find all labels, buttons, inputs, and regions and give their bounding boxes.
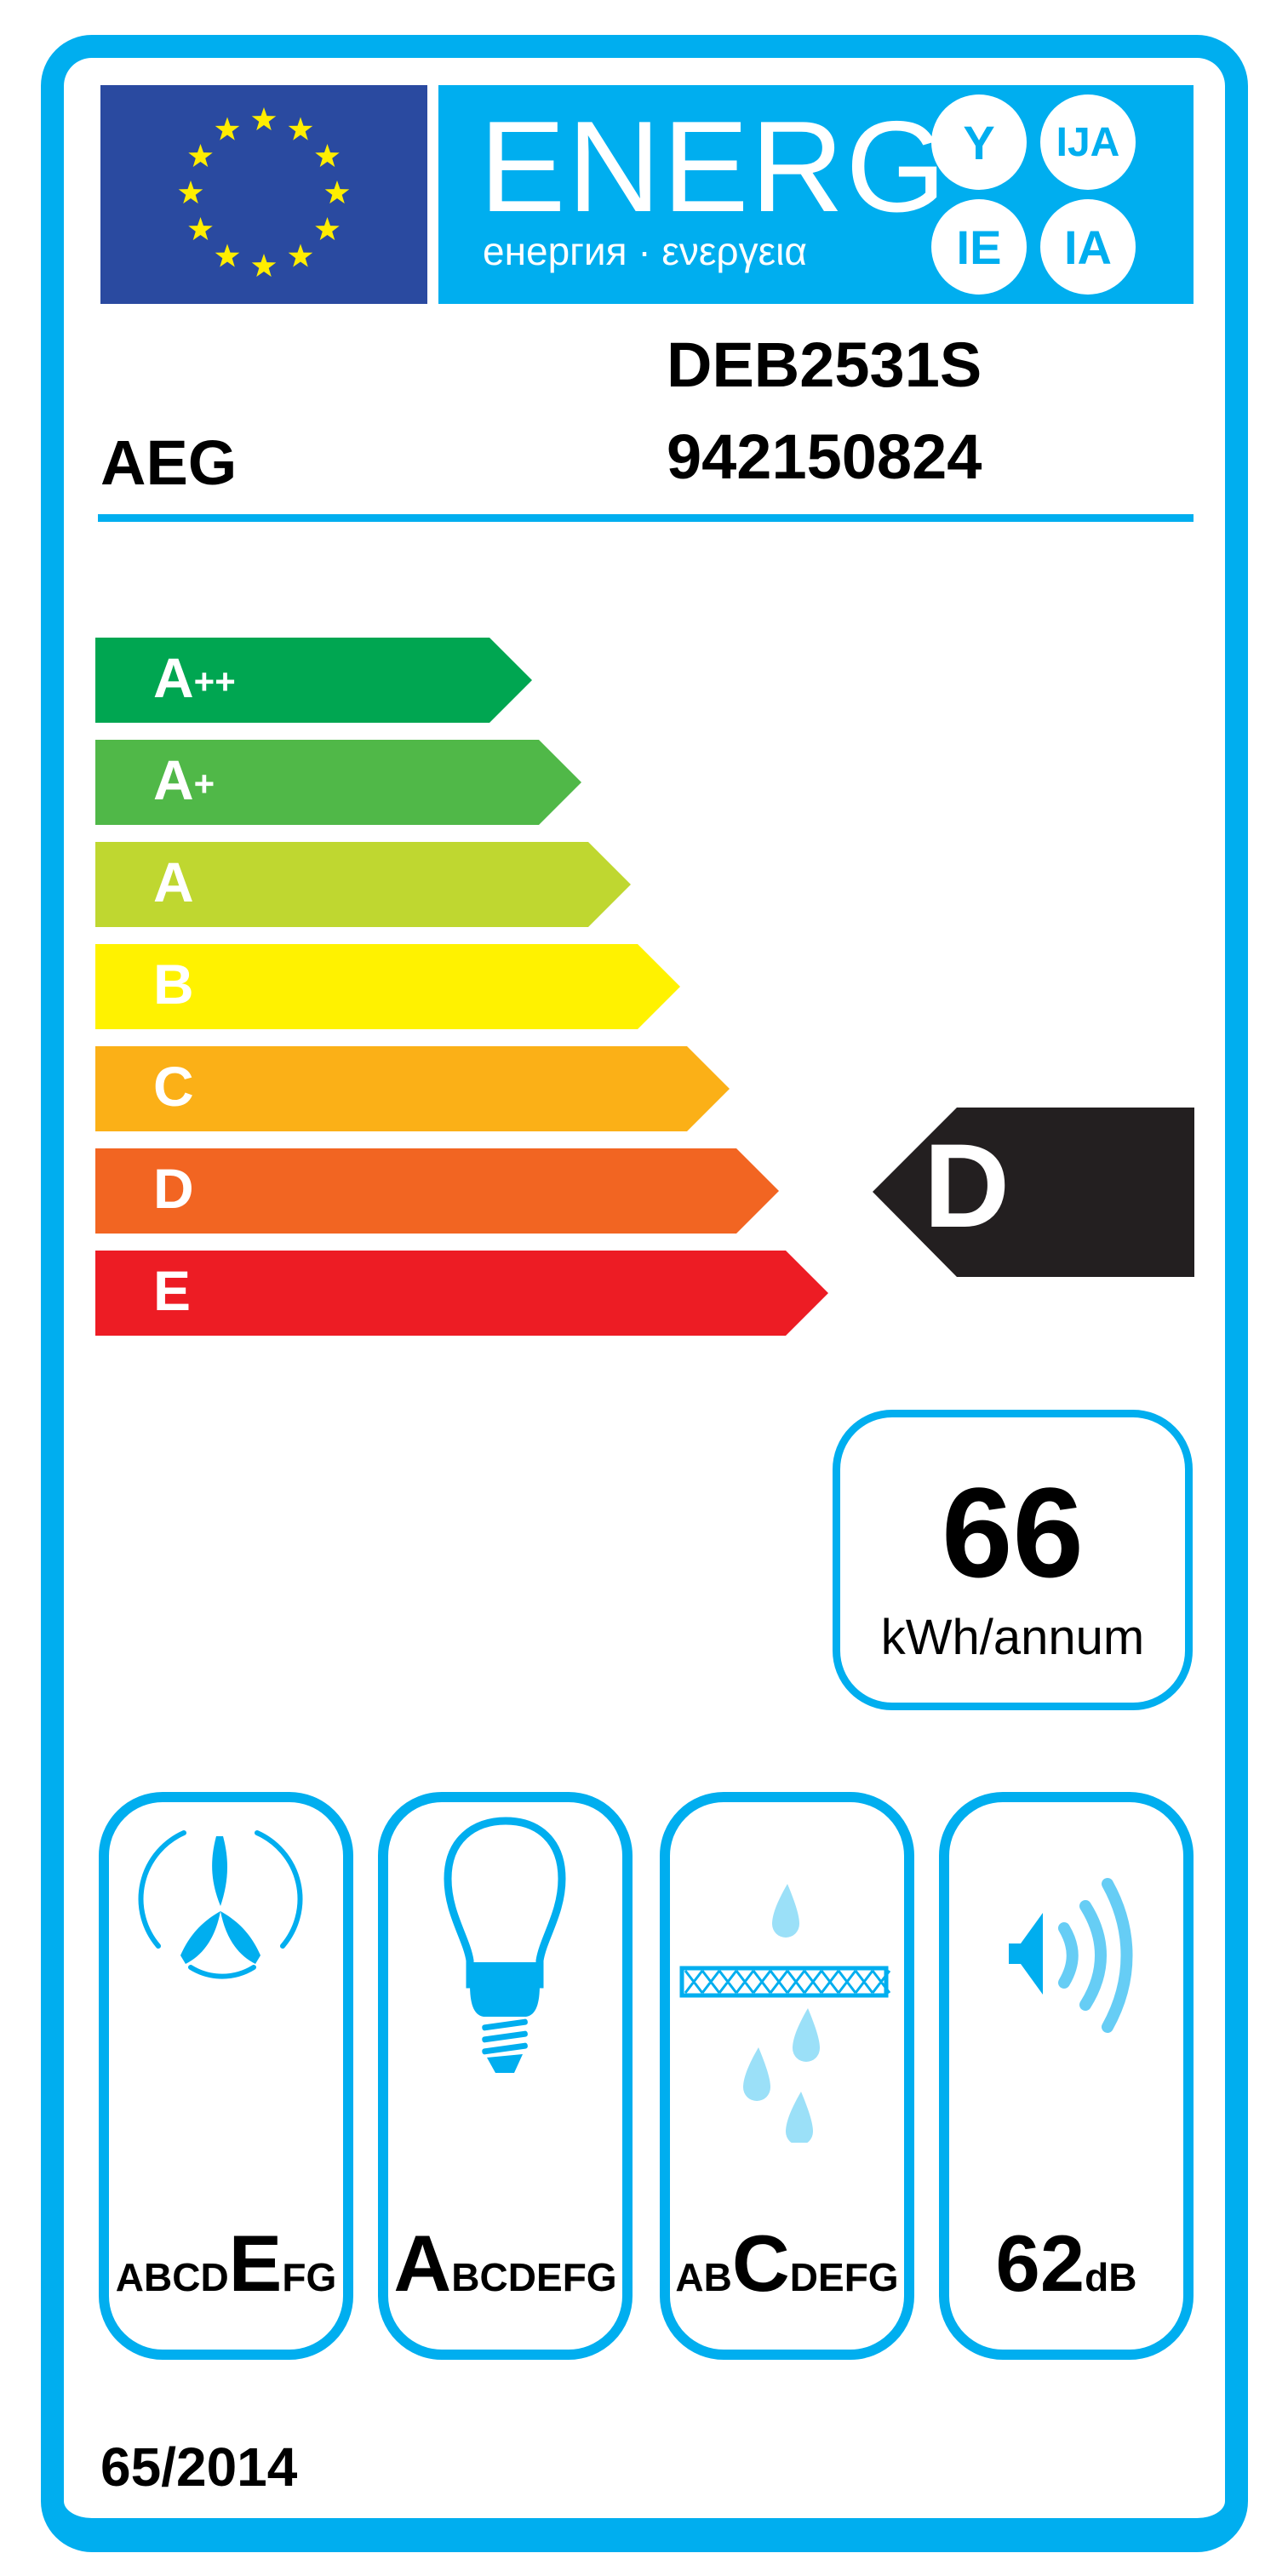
consumption-value: 66 — [942, 1461, 1084, 1604]
star-icon — [315, 144, 340, 168]
scale-letter: E — [818, 2255, 844, 2299]
star-icon — [251, 107, 277, 131]
scale-letter: B — [703, 2255, 732, 2299]
language-badge: IE — [931, 199, 1027, 295]
scale-letter-selected: A — [393, 2218, 452, 2308]
brand-name: AEG — [100, 427, 238, 498]
scale-letter: D — [507, 2255, 536, 2299]
energy-class-plus: ++ — [193, 661, 236, 701]
energy-class-plus: + — [193, 764, 215, 804]
scale-letter: E — [536, 2255, 563, 2299]
star-icon — [324, 180, 350, 204]
fan-icon — [138, 1830, 303, 1979]
noise-box: 62dB — [939, 1792, 1194, 2360]
lighting-efficiency-box: ABCDEFG — [378, 1792, 633, 2360]
label-border — [41, 35, 1248, 2552]
energy-class-bar-a: A — [95, 842, 631, 927]
energy-header: ENERG енергия · ενεργεια Y IJA IE IA — [438, 85, 1194, 304]
energy-class-bar-c: C — [95, 1046, 730, 1131]
grease-class-scale: ABCDEFG — [670, 2224, 904, 2304]
grease-filter-icon — [679, 1884, 891, 2143]
speaker-icon — [1009, 1878, 1133, 2033]
grease-filtering-box: ABCDEFG — [660, 1792, 914, 2360]
energy-class-label: C — [153, 1055, 194, 1118]
scale-letter: D — [789, 2255, 818, 2299]
eu-stars-icon — [178, 107, 350, 278]
light-bulb-icon — [444, 1817, 566, 2073]
scale-letter: B — [451, 2255, 480, 2299]
star-icon — [288, 117, 313, 140]
energy-class-bar-d: D — [95, 1148, 779, 1234]
energy-class-bar-e: E — [95, 1251, 828, 1336]
regulation-number: 65/2014 — [100, 2436, 298, 2498]
energy-class-bar-app: A++ — [95, 638, 532, 723]
star-icon — [315, 217, 340, 241]
divider — [98, 514, 1194, 522]
energy-class-label: A++ — [153, 646, 236, 709]
star-icon — [251, 254, 277, 278]
consumption-box: 66 kWh/annum — [833, 1410, 1193, 1710]
energy-class-bar-ap: A+ — [95, 740, 581, 825]
language-badge: IA — [1040, 199, 1136, 295]
noise-value: 62 — [995, 2218, 1085, 2308]
star-icon — [188, 217, 213, 241]
energy-subtitle: енергия · ενεργεια — [483, 229, 807, 273]
energy-class-label: E — [153, 1259, 192, 1322]
scale-letter: A — [115, 2255, 144, 2299]
noise-unit: dB — [1085, 2255, 1137, 2299]
scale-letter: F — [562, 2255, 587, 2299]
energy-title: ENERG — [479, 94, 948, 239]
scale-letter: C — [479, 2255, 508, 2299]
noise-level: 62dB — [949, 2224, 1183, 2304]
energy-class-bar-b: B — [95, 944, 680, 1029]
scale-letter: G — [306, 2255, 337, 2299]
consumption-unit: kWh/annum — [880, 1610, 1145, 1665]
star-icon — [178, 180, 203, 204]
fluid-dynamic-efficiency-box: ABCDEFG — [99, 1792, 353, 2360]
energy-class-label: D — [153, 1157, 194, 1220]
scale-letter-selected: E — [228, 2218, 283, 2308]
rating-arrow: D — [873, 1108, 1194, 1277]
lighting-class-scale: ABCDEFG — [388, 2224, 622, 2304]
scale-letter: G — [867, 2255, 899, 2299]
language-badge: IJA — [1040, 94, 1136, 190]
scale-letter-selected: C — [731, 2218, 790, 2308]
star-icon — [188, 144, 213, 168]
energy-class-label: A — [153, 850, 194, 913]
rating-class: D — [924, 1119, 1010, 1252]
energy-class-label: A+ — [153, 748, 215, 811]
scale-letter: F — [844, 2255, 868, 2299]
model-identifier: 942150824 — [667, 421, 982, 492]
scale-letter: A — [675, 2255, 704, 2299]
scale-letter: D — [200, 2255, 229, 2299]
energy-class-label: B — [153, 953, 194, 1016]
star-icon — [288, 243, 313, 267]
language-badge: Y — [931, 94, 1027, 190]
star-icon — [215, 243, 240, 267]
scale-letter: F — [282, 2255, 306, 2299]
star-icon — [215, 117, 240, 140]
fan-class-scale: ABCDEFG — [109, 2224, 343, 2304]
model-name: DEB2531S — [667, 329, 982, 400]
scale-letter: B — [143, 2255, 173, 2299]
scale-letter: G — [586, 2255, 617, 2299]
eu-flag — [100, 85, 427, 304]
scale-letter: C — [172, 2255, 201, 2299]
